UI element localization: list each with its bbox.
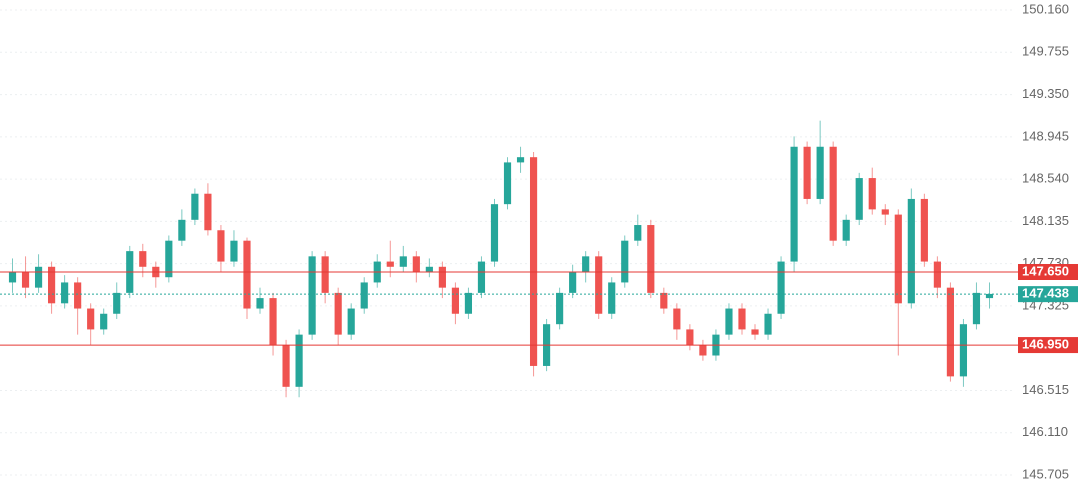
candle-body bbox=[881, 209, 889, 215]
candle-body bbox=[100, 313, 108, 330]
level-label-box bbox=[1018, 264, 1078, 281]
candle-body bbox=[256, 298, 264, 309]
candle-body bbox=[699, 345, 707, 356]
candle-body bbox=[425, 266, 433, 273]
candle-body bbox=[946, 287, 954, 377]
candle-body bbox=[582, 256, 590, 273]
candle-body bbox=[842, 219, 850, 241]
candle-body bbox=[686, 329, 694, 346]
candle-body bbox=[48, 266, 56, 304]
candle-body bbox=[868, 178, 876, 210]
level-label: 147.650 bbox=[1022, 263, 1069, 278]
candle-body bbox=[608, 282, 616, 314]
y-tick-label: 148.945 bbox=[1022, 128, 1069, 143]
y-tick-label: 145.705 bbox=[1022, 466, 1069, 481]
candle-body bbox=[634, 225, 642, 241]
candle-body bbox=[529, 157, 538, 366]
y-tick-label: 149.350 bbox=[1022, 86, 1069, 101]
candle-body bbox=[920, 198, 928, 262]
candle-body bbox=[660, 292, 668, 309]
candle-body bbox=[490, 204, 499, 262]
candle-body bbox=[308, 256, 316, 335]
candle-body bbox=[451, 287, 459, 314]
candle-body bbox=[61, 282, 69, 304]
y-tick-label: 146.515 bbox=[1022, 382, 1069, 397]
candle-body bbox=[985, 293, 994, 299]
candle-body bbox=[503, 162, 512, 205]
candle-body bbox=[412, 256, 420, 273]
candle-body bbox=[972, 292, 981, 325]
candle-body bbox=[556, 292, 564, 325]
candle-body bbox=[803, 146, 811, 199]
candle-body bbox=[21, 272, 30, 288]
candle-body bbox=[243, 240, 251, 309]
level-label-box bbox=[1018, 337, 1078, 354]
candle-body bbox=[321, 256, 329, 293]
candle-body bbox=[8, 272, 17, 283]
y-tick-label: 149.755 bbox=[1022, 44, 1069, 59]
candle-body bbox=[595, 256, 603, 314]
level-label: 146.950 bbox=[1022, 337, 1069, 352]
candle-body bbox=[204, 193, 212, 231]
candle-body bbox=[34, 266, 43, 288]
candle-body bbox=[647, 225, 655, 293]
candle-body bbox=[295, 334, 303, 387]
candle-body bbox=[386, 261, 394, 267]
candle-body bbox=[87, 308, 95, 330]
candle-body bbox=[933, 261, 941, 288]
y-tick-label: 150.160 bbox=[1022, 1, 1069, 16]
candle-body bbox=[959, 324, 968, 377]
candle-body bbox=[673, 308, 681, 330]
candle-body bbox=[907, 198, 915, 304]
candle-body bbox=[139, 251, 147, 267]
candle-body bbox=[438, 266, 446, 288]
candle-body bbox=[360, 282, 368, 309]
candle-body bbox=[191, 193, 199, 220]
y-tick-label: 148.540 bbox=[1022, 171, 1069, 186]
last-price-label: 147.438 bbox=[1022, 286, 1069, 301]
candle-body bbox=[855, 178, 863, 220]
candle-body bbox=[569, 272, 577, 293]
candle-body bbox=[829, 146, 837, 241]
candle-body bbox=[777, 261, 785, 314]
last-price-box bbox=[1018, 286, 1078, 303]
candle-body bbox=[165, 240, 173, 278]
candle-body bbox=[282, 345, 290, 387]
candle-body bbox=[477, 261, 486, 293]
candle-body bbox=[334, 292, 342, 335]
candle-body bbox=[725, 308, 733, 335]
candle-body bbox=[230, 240, 238, 262]
candle-body bbox=[74, 282, 82, 309]
candle-body bbox=[113, 292, 121, 314]
candle-body bbox=[347, 308, 355, 335]
candle-body bbox=[217, 230, 225, 262]
candle-body bbox=[816, 146, 824, 199]
candle-body bbox=[399, 256, 407, 267]
candle-body bbox=[738, 308, 746, 330]
candle-body bbox=[178, 219, 186, 241]
candle-body bbox=[764, 313, 772, 335]
candle-body bbox=[894, 214, 902, 304]
candle-body bbox=[790, 146, 798, 262]
candle-body bbox=[464, 292, 473, 314]
candle-body bbox=[516, 157, 525, 163]
candle-body bbox=[621, 240, 629, 283]
candle-body bbox=[751, 329, 759, 335]
candle-body bbox=[269, 298, 277, 346]
y-tick-label: 146.110 bbox=[1022, 424, 1068, 439]
y-tick-label: 148.135 bbox=[1022, 213, 1069, 228]
